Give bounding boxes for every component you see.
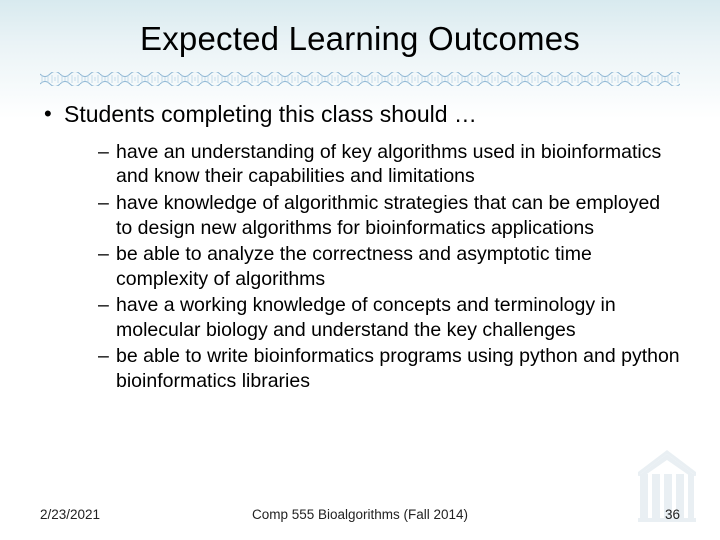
sub-bullet-list: have an understanding of key algorithms …	[40, 140, 680, 394]
sub-bullet-item: be able to analyze the correctness and a…	[98, 242, 680, 291]
sub-bullet-item: have knowledge of algorithmic strategies…	[98, 191, 680, 240]
dna-divider	[40, 72, 680, 86]
sub-bullet-item: have a working knowledge of concepts and…	[98, 293, 680, 342]
slide-title: Expected Learning Outcomes	[0, 0, 720, 68]
content-area: Students completing this class should … …	[0, 100, 720, 394]
footer: 2/23/2021 Comp 555 Bioalgorithms (Fall 2…	[0, 507, 720, 522]
footer-page-number: 36	[665, 507, 680, 522]
main-bullet-list: Students completing this class should …	[40, 100, 680, 130]
footer-date: 2/23/2021	[40, 507, 100, 522]
sub-bullet-item: be able to write bioinformatics programs…	[98, 344, 680, 393]
main-bullet-item: Students completing this class should …	[40, 100, 680, 130]
footer-course: Comp 555 Bioalgorithms (Fall 2014)	[252, 507, 468, 522]
sub-bullet-item: have an understanding of key algorithms …	[98, 140, 680, 189]
slide-container: Expected Learning Outcomes Students comp…	[0, 0, 720, 540]
